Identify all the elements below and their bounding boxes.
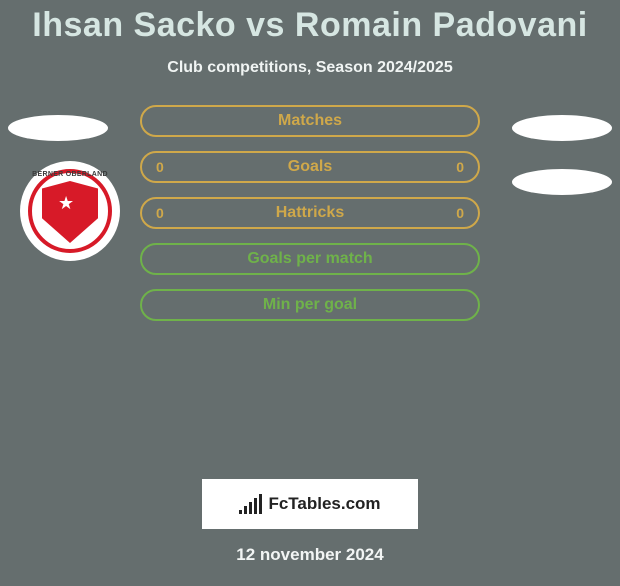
page-subtitle: Club competitions, Season 2024/2025 [0, 59, 620, 77]
player-right-blank-pill-2 [512, 169, 612, 195]
stat-label: Goals [288, 158, 332, 176]
stat-value-right: 0 [456, 205, 464, 221]
snapshot-date: 12 november 2024 [0, 545, 620, 565]
stat-label: Matches [278, 112, 342, 130]
stat-pill: Goals per match [140, 243, 480, 275]
player-right-blank-pill-1 [512, 115, 612, 141]
player-left-blank-pill [8, 115, 108, 141]
bar-icon-bar [249, 502, 252, 514]
stat-value-right: 0 [456, 159, 464, 175]
page-title: Ihsan Sacko vs Romain Padovani [0, 6, 620, 45]
stat-value-left: 0 [156, 205, 164, 221]
bar-icon-bar [254, 498, 257, 514]
club-badge-fc-thun: BERNER OBERLAND ★ [20, 161, 120, 261]
stat-label: Min per goal [263, 296, 357, 314]
stat-pill: Matches [140, 105, 480, 137]
star-icon: ★ [58, 193, 74, 214]
stat-pill: 0 Goals 0 [140, 151, 480, 183]
bar-icon-bar [239, 510, 242, 514]
stat-pill: 0 Hattricks 0 [140, 197, 480, 229]
branding-box: FcTables.com [202, 479, 418, 529]
bar-icon-bar [259, 494, 262, 514]
badge-arc-text: BERNER OBERLAND [20, 171, 120, 178]
stat-label: Hattricks [276, 204, 344, 222]
stat-pill-list: Matches 0 Goals 0 0 Hattricks 0 Goals per match… [140, 105, 480, 321]
stat-value-left: 0 [156, 159, 164, 175]
brand-text: FcTables.com [268, 494, 380, 514]
stat-pill: Min per goal [140, 289, 480, 321]
bar-icon-bar [244, 506, 247, 514]
stat-label: Goals per match [247, 250, 372, 268]
comparison-area: BERNER OBERLAND ★ Matches 0 Goals 0 0 Hattric… [0, 105, 620, 465]
bar-chart-icon [239, 494, 262, 514]
